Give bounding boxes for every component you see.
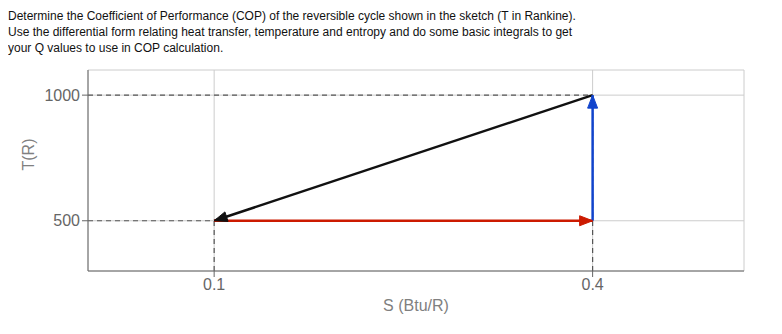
svg-text:S (Btu/R): S (Btu/R) [383,297,449,314]
svg-text:500: 500 [53,212,80,229]
svg-text:T(R): T(R) [20,139,37,171]
svg-text:1000: 1000 [44,87,80,104]
html-text:Use the differential form rela: Use the differential form relating heat … [8,25,573,39]
html-text:your Q values to use in COP ca: your Q values to use in COP calculation. [8,41,224,55]
html-text:Determine the Coefficient of P: Determine the Coefficient of Performance… [8,9,576,23]
svg-text:0.1: 0.1 [203,276,225,293]
svg-text:0.4: 0.4 [581,276,603,293]
